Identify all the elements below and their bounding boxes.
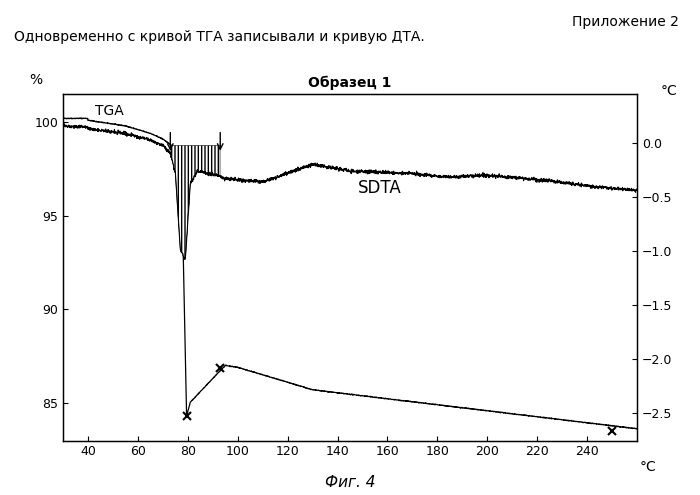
Text: SDTA: SDTA bbox=[358, 179, 401, 197]
Text: TGA: TGA bbox=[95, 104, 124, 118]
Text: Фиг. 4: Фиг. 4 bbox=[325, 475, 375, 490]
X-axis label: °C: °C bbox=[640, 459, 657, 474]
Y-axis label: %: % bbox=[29, 73, 42, 87]
Title: Образец 1: Образец 1 bbox=[308, 76, 392, 90]
Text: Приложение 2: Приложение 2 bbox=[572, 15, 679, 29]
Text: Одновременно с кривой ТГА записывали и кривую ДТА.: Одновременно с кривой ТГА записывали и к… bbox=[14, 30, 425, 44]
Y-axis label: °C: °C bbox=[660, 84, 677, 98]
